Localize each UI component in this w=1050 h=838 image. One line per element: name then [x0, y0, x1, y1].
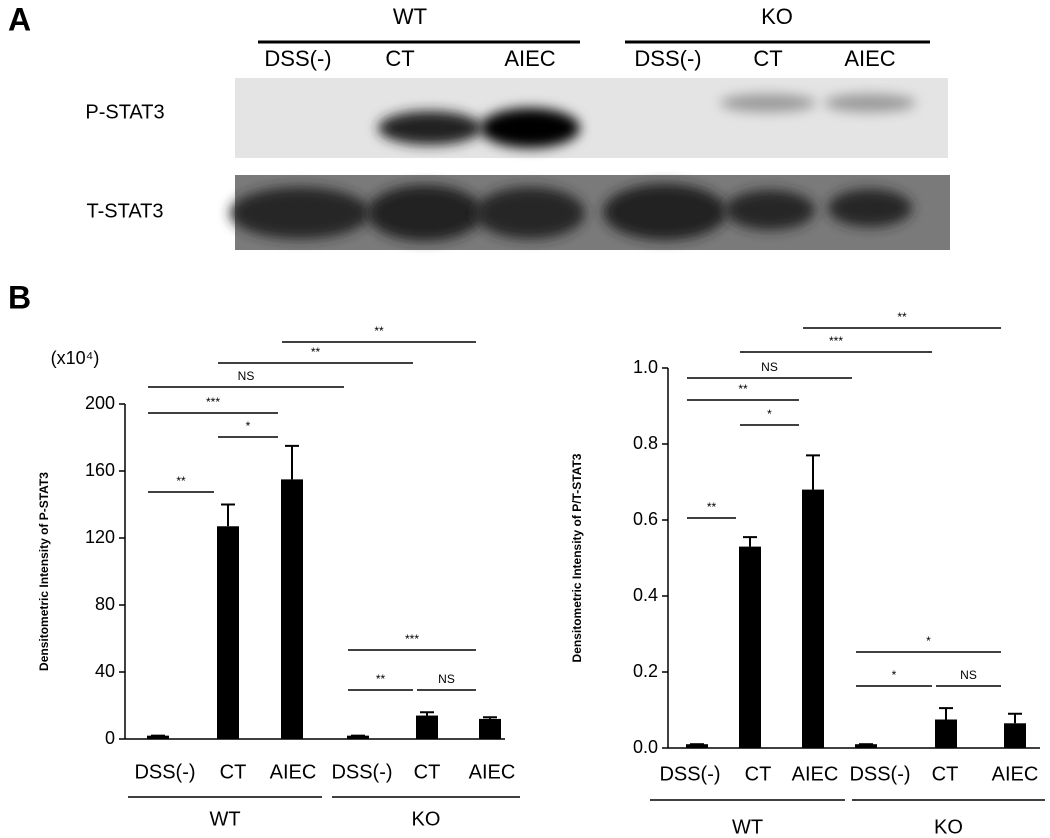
lane-label: CT: [385, 46, 414, 71]
error-bar: [221, 503, 235, 527]
bar: [147, 735, 169, 739]
significance-label: ***: [405, 632, 419, 646]
significance-label: NS: [761, 360, 778, 374]
bar: [686, 744, 708, 748]
error-bar: [806, 454, 820, 490]
bar: [855, 744, 877, 748]
error-bar: [420, 711, 434, 716]
significance-label: ***: [829, 334, 843, 348]
bar: [739, 546, 761, 748]
significance-label: **: [176, 474, 186, 488]
bar: [281, 479, 303, 739]
group-label: KO: [412, 808, 441, 830]
row-label: P-STAT3: [85, 101, 164, 123]
group-label: WT: [209, 808, 240, 830]
error-bar: [939, 707, 953, 720]
significance-label: *: [926, 634, 931, 648]
significance-label: **: [738, 382, 748, 396]
significance-label: *: [246, 419, 251, 433]
error-bar: [1008, 712, 1022, 724]
y-tick-label: 0.8: [633, 433, 658, 453]
x-tick-label: CT: [932, 763, 959, 785]
significance-label: **: [376, 672, 386, 686]
x-tick-label: AIEC: [992, 763, 1039, 785]
error-bar: [743, 536, 757, 547]
bar: [479, 718, 501, 739]
panel-label: A: [8, 1, 31, 37]
group-label: KO: [934, 816, 963, 838]
lane-label: DSS(-): [264, 46, 331, 71]
y-tick-label: 200: [85, 393, 115, 413]
significance-label: NS: [960, 668, 977, 682]
x-tick-label: CT: [414, 761, 441, 783]
error-bar: [483, 716, 497, 719]
y-axis-label: Densitometric Intensity of P-STAT3: [37, 472, 51, 671]
lane-label: AIEC: [504, 46, 555, 71]
significance-label: ***: [206, 395, 220, 409]
blot-p-stat3: [235, 78, 948, 158]
group-label: WT: [393, 4, 427, 29]
group-label: KO: [761, 4, 793, 29]
y-tick-label: 0.0: [633, 737, 658, 757]
bar: [935, 719, 957, 748]
y-tick-label: 40: [95, 661, 115, 681]
panel-label: B: [8, 279, 31, 315]
x-tick-label: DSS(-): [659, 763, 720, 785]
significance-label: **: [374, 324, 384, 338]
error-bar: [285, 444, 299, 480]
y-tick-label: 80: [95, 594, 115, 614]
x-tick-label: CT: [220, 761, 247, 783]
group-label: WT: [732, 816, 763, 838]
y-tick-label: 0.6: [633, 509, 658, 529]
bar: [1004, 723, 1026, 748]
x-tick-label: DSS(-): [134, 761, 195, 783]
x-tick-label: DSS(-): [331, 761, 392, 783]
blot-t-stat3: [230, 175, 950, 250]
significance-label: **: [311, 345, 321, 359]
x-tick-label: CT: [745, 763, 772, 785]
y-tick-label: 160: [85, 460, 115, 480]
row-label: T-STAT3: [86, 200, 163, 222]
significance-label: NS: [438, 672, 455, 686]
y-tick-label: 1.0: [633, 357, 658, 377]
y-tick-label: 120: [85, 527, 115, 547]
bar: [217, 526, 239, 739]
lane-label: AIEC: [844, 46, 895, 71]
significance-label: NS: [238, 369, 255, 383]
y-axis-label: Densitometric Intensity of P/T-STAT3: [570, 453, 584, 662]
unit-label: (x10⁴): [51, 348, 100, 368]
lane-label: CT: [753, 46, 782, 71]
significance-label: **: [707, 500, 717, 514]
bar: [416, 715, 438, 739]
x-tick-label: DSS(-): [849, 763, 910, 785]
significance-label: *: [767, 407, 772, 421]
significance-label: *: [892, 668, 897, 682]
x-tick-label: AIEC: [792, 763, 839, 785]
bar: [802, 489, 824, 748]
significance-label: **: [897, 310, 907, 324]
y-tick-label: 0.2: [633, 661, 658, 681]
x-tick-label: AIEC: [469, 761, 516, 783]
bar: [347, 735, 369, 739]
lane-label: DSS(-): [634, 46, 701, 71]
x-tick-label: AIEC: [270, 761, 317, 783]
y-tick-label: 0.4: [633, 585, 658, 605]
y-tick-label: 0: [105, 728, 115, 748]
